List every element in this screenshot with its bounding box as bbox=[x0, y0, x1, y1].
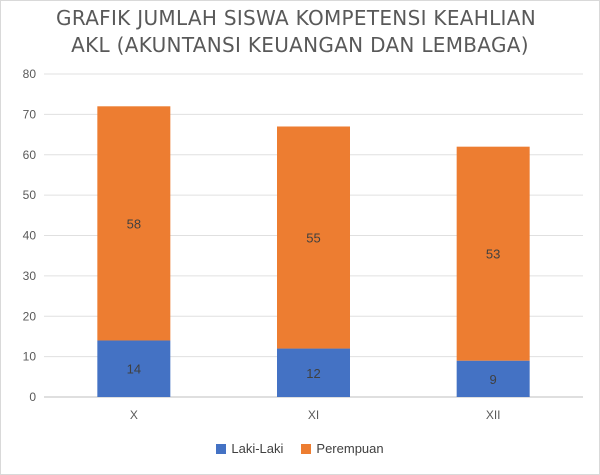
y-tick-label: 80 bbox=[23, 67, 37, 81]
legend-label-perempuan: Perempuan bbox=[316, 441, 384, 456]
y-tick-label: 0 bbox=[29, 390, 36, 404]
data-label: 9 bbox=[490, 372, 497, 387]
legend-swatch-perempuan bbox=[301, 443, 312, 454]
x-tick-label: X bbox=[130, 408, 138, 422]
chart-title-line-1: GRAFIK JUMLAH SISWA KOMPETENSI KEAHLIAN bbox=[56, 6, 536, 30]
data-label: 53 bbox=[486, 247, 500, 262]
legend-label-laki-laki: Laki-Laki bbox=[231, 441, 284, 456]
chart-title-line-2: AKL (AKUNTANSI KEUANGAN DAN LEMBAGA) bbox=[71, 33, 529, 57]
chart-legend: Laki-Laki Perempuan bbox=[0, 441, 600, 456]
x-tick-label: XI bbox=[308, 408, 319, 422]
bar-laki-laki-xi bbox=[277, 348, 350, 397]
bar-laki-laki-xii bbox=[456, 360, 530, 397]
y-tick-label: 50 bbox=[23, 188, 37, 202]
bar-perempuan-x bbox=[97, 106, 171, 341]
data-label: 55 bbox=[306, 231, 320, 246]
y-tick-label: 30 bbox=[23, 269, 37, 283]
bar-perempuan-xi bbox=[277, 126, 350, 349]
y-tick-label: 20 bbox=[23, 309, 37, 323]
bar-laki-laki-x bbox=[97, 340, 171, 397]
data-label: 12 bbox=[306, 366, 320, 381]
bar-perempuan-xii bbox=[456, 146, 530, 361]
y-tick-label: 10 bbox=[23, 350, 37, 364]
legend-item-laki-laki: Laki-Laki bbox=[216, 441, 283, 456]
y-tick-label: 40 bbox=[23, 229, 37, 243]
y-tick-label: 60 bbox=[23, 148, 37, 162]
legend-item-perempuan: Perempuan bbox=[301, 441, 384, 456]
data-label: 14 bbox=[127, 362, 141, 377]
y-tick-label: 70 bbox=[23, 107, 37, 121]
legend-swatch-laki-laki bbox=[216, 443, 227, 454]
x-tick-label: XII bbox=[486, 408, 501, 422]
data-label: 58 bbox=[127, 216, 141, 231]
